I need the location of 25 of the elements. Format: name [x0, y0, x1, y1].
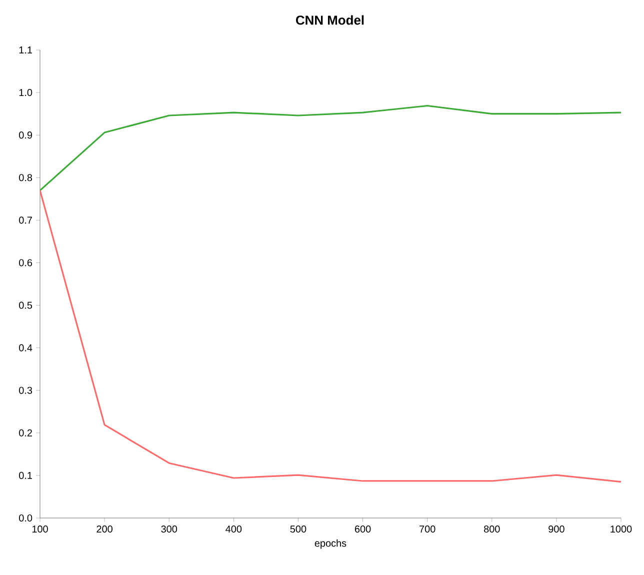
- y-tick-label: 0.8: [19, 174, 32, 182]
- y-tick-label: 0.5: [19, 302, 32, 309]
- y-tick-label: 0.1: [19, 472, 32, 479]
- x-tick-label: 100: [32, 526, 48, 533]
- x-tick-label: 500: [290, 526, 306, 533]
- y-tick-label: 0.4: [19, 344, 32, 352]
- x-tick-label: 800: [484, 526, 500, 533]
- line-series: [40, 104, 621, 192]
- y-tick-label: 0.9: [19, 132, 32, 139]
- x-tick-label: 200: [96, 526, 112, 533]
- x-tick-label: 400: [226, 526, 242, 533]
- y-tick-label: 0.3: [19, 386, 32, 394]
- y-tick-label: 0.7: [19, 216, 32, 224]
- y-tick-label: 0.0: [19, 514, 32, 522]
- x-tick-label: 600: [354, 526, 371, 533]
- x-axis-title: epochs: [314, 539, 346, 549]
- y-tick-label: 1.1: [19, 46, 32, 54]
- x-tick-label: 300: [161, 526, 178, 533]
- y-tick-label: 0.6: [19, 259, 32, 266]
- chart-title: CNN Model: [296, 15, 364, 25]
- x-tick-label: 700: [420, 526, 436, 533]
- x-tick-label: 1000: [610, 526, 632, 533]
- x-tick-label: 900: [548, 526, 564, 533]
- y-tick-label: 1.0: [19, 89, 32, 96]
- y-tick-label: 0.2: [19, 429, 32, 436]
